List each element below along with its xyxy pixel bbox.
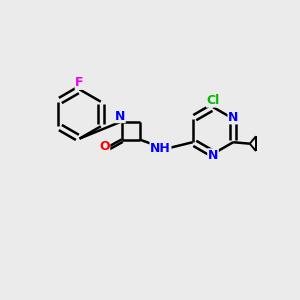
Text: N: N [208, 149, 218, 162]
Text: N: N [228, 111, 238, 124]
Text: F: F [75, 76, 84, 89]
Text: NH: NH [150, 142, 171, 155]
Text: O: O [99, 140, 110, 154]
Text: Cl: Cl [206, 94, 220, 107]
Text: N: N [115, 110, 125, 123]
